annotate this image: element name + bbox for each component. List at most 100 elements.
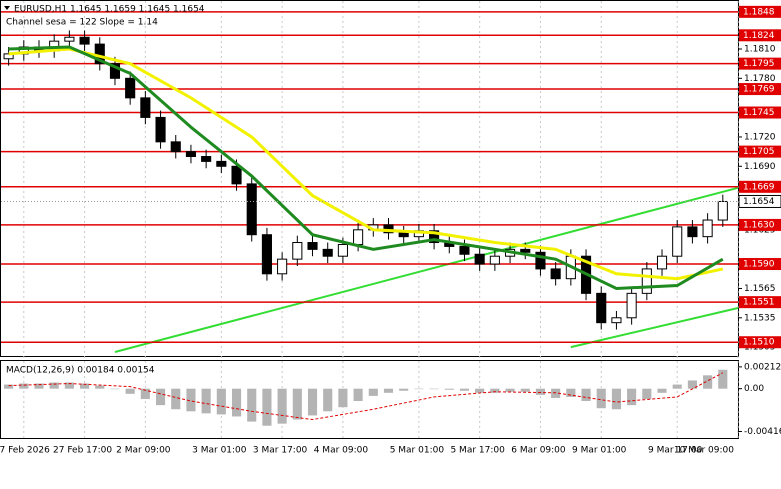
y-tick-label: 1.1565 bbox=[744, 284, 776, 294]
macd-bar bbox=[292, 388, 302, 420]
x-tick-label: 27 Feb 17:00 bbox=[53, 446, 112, 456]
macd-bar bbox=[703, 375, 713, 389]
chart-subtitle: Channel sesa = 122 Slope = 1.14 bbox=[6, 18, 158, 28]
level-label-box bbox=[739, 145, 781, 158]
macd-bar bbox=[125, 388, 135, 394]
x-tick-label: 5 Mar 17:00 bbox=[450, 446, 505, 456]
x-tick-label: 6 Mar 09:00 bbox=[511, 446, 566, 456]
macd-bar bbox=[520, 388, 530, 392]
level-label: 1.1795 bbox=[743, 59, 775, 69]
y-tick-label: 0.00 bbox=[744, 384, 764, 394]
candle-body bbox=[489, 255, 500, 265]
macd-bar bbox=[475, 388, 485, 393]
y-tick-label: -0.00416 bbox=[744, 427, 781, 437]
macd-bar bbox=[201, 388, 211, 414]
candle-body bbox=[277, 258, 288, 275]
x-tick-label: 3 Mar 01:00 bbox=[192, 446, 247, 456]
candle-body bbox=[687, 226, 698, 238]
level-label-box bbox=[739, 218, 781, 231]
candle-body bbox=[353, 229, 364, 245]
macd-bar bbox=[611, 388, 621, 410]
macd-bar bbox=[581, 388, 591, 402]
macd-bar bbox=[505, 388, 515, 392]
candle-body bbox=[125, 77, 136, 99]
macd-bar bbox=[414, 388, 424, 390]
macd-bar bbox=[19, 383, 29, 389]
candle-body bbox=[155, 116, 166, 143]
macd-bar bbox=[64, 382, 74, 389]
level-label-box bbox=[739, 296, 781, 309]
macd-bar bbox=[657, 388, 667, 393]
candle-body bbox=[292, 242, 303, 260]
candle-body bbox=[702, 219, 713, 238]
moving-average bbox=[8, 45, 724, 290]
candle-body bbox=[672, 226, 683, 257]
y-tick-label: 1.1810 bbox=[744, 44, 776, 54]
macd-signal bbox=[8, 372, 724, 421]
macd-bar bbox=[383, 388, 394, 393]
candle-body bbox=[550, 268, 561, 280]
macd-bar bbox=[353, 388, 363, 402]
macd-bar bbox=[368, 388, 378, 396]
y-tick-label: 1.1720 bbox=[744, 132, 776, 142]
x-tick-label: 2 Mar 09:00 bbox=[116, 446, 171, 456]
menu-arrow bbox=[4, 6, 10, 10]
y-tick-label: 1.1780 bbox=[744, 74, 776, 84]
current-price-box bbox=[738, 194, 781, 208]
level-label-box bbox=[739, 29, 781, 42]
macd-bar bbox=[672, 384, 682, 389]
macd-bar bbox=[399, 388, 409, 391]
candle-body bbox=[337, 243, 348, 257]
candle-body bbox=[520, 248, 531, 253]
candle-body bbox=[231, 165, 242, 185]
level-label-box bbox=[739, 336, 781, 349]
x-tick-label: 10 Mar 09:00 bbox=[674, 446, 734, 456]
macd-bar bbox=[459, 388, 470, 391]
macd-bar bbox=[231, 388, 242, 417]
x-tick-label: 9 Mar 01:00 bbox=[572, 446, 627, 456]
y-tick-label: 1.1535 bbox=[744, 313, 776, 323]
x-tick-label: 3 Mar 17:00 bbox=[253, 446, 308, 456]
macd-bar bbox=[642, 388, 652, 399]
level-label: 1.1745 bbox=[743, 108, 775, 118]
macd-bar bbox=[429, 388, 439, 390]
candle-body bbox=[641, 268, 652, 294]
macd-bar bbox=[307, 388, 318, 416]
macd-bar bbox=[95, 385, 105, 389]
level-label-box bbox=[739, 258, 781, 271]
macd-bar bbox=[444, 388, 454, 390]
macd-bar bbox=[80, 383, 90, 389]
candle-body bbox=[459, 245, 470, 255]
macd-bar bbox=[566, 388, 576, 397]
macd-bar bbox=[110, 388, 120, 390]
candle-body bbox=[170, 141, 181, 153]
macd-bar bbox=[535, 388, 546, 395]
macd-bar bbox=[247, 388, 257, 422]
macd-bar bbox=[551, 388, 561, 398]
macd-bar bbox=[338, 388, 348, 408]
level-label-box bbox=[739, 83, 781, 96]
candle-body bbox=[140, 97, 151, 118]
macd-bar bbox=[627, 388, 637, 406]
level-label-box bbox=[739, 180, 781, 193]
macd-bar bbox=[490, 388, 500, 393]
macd-bar bbox=[155, 388, 166, 406]
x-tick-label: 4 Mar 09:00 bbox=[314, 446, 369, 456]
level-label-box bbox=[739, 5, 781, 18]
macd-bar bbox=[277, 388, 287, 424]
candle-body bbox=[216, 160, 227, 167]
macd-bar bbox=[34, 383, 44, 389]
y-tick-label: 0.00212 bbox=[744, 362, 781, 372]
candle-body bbox=[185, 151, 197, 158]
macd-bar bbox=[596, 388, 606, 409]
candle-body bbox=[79, 36, 90, 45]
candle-body bbox=[398, 232, 409, 238]
macd-bar bbox=[718, 369, 728, 389]
candle-body bbox=[656, 255, 668, 270]
macd-bar bbox=[687, 380, 697, 389]
candle-body bbox=[261, 234, 272, 275]
macd-bar bbox=[4, 384, 14, 389]
level-label-box bbox=[739, 57, 781, 70]
candle-body bbox=[322, 248, 333, 257]
